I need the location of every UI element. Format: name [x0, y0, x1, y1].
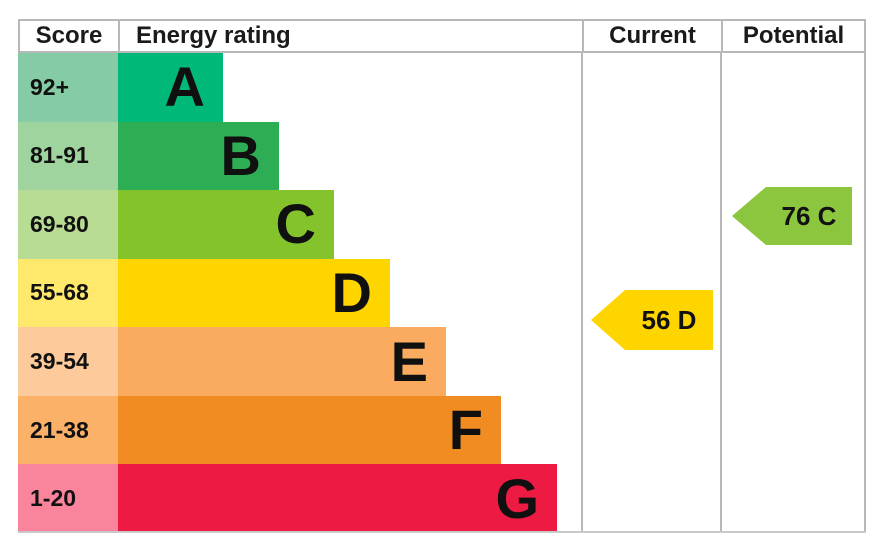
band-bar-f: F: [118, 395, 501, 465]
header-row: Score Energy rating Current Potential: [18, 19, 866, 53]
band-row-b: 81-91 B: [18, 121, 866, 191]
band-row-d: 55-68 D: [18, 258, 866, 328]
potential-rating-label: 76 C: [781, 200, 837, 231]
band-bar-e: E: [118, 327, 446, 396]
score-range-c: 69-80: [18, 190, 118, 259]
current-rating-label: 56 D: [641, 304, 697, 335]
band-rows: 92+ A 81-91 B 69-80 C 55-68 D 39-54 E 21-38 F 1-20 G: [18, 53, 866, 533]
epc-table: Score Energy rating Current Potential 92…: [18, 19, 866, 533]
band-row-a: 92+ A: [18, 53, 866, 122]
band-bar-c: C: [118, 190, 334, 259]
header-energy-rating: Energy rating: [118, 19, 582, 53]
band-bar-a: A: [118, 53, 223, 122]
gridline-right-edge: [864, 53, 866, 533]
gridline-potential-left: [720, 53, 722, 533]
score-range-g: 1-20: [18, 464, 118, 533]
band-bar-d: D: [118, 258, 390, 328]
band-bar-g: G: [118, 464, 557, 533]
band-row-e: 39-54 E: [18, 327, 866, 396]
score-range-b: 81-91: [18, 121, 118, 191]
score-range-f: 21-38: [18, 395, 118, 465]
header-score: Score: [18, 19, 118, 53]
score-range-a: 92+: [18, 53, 118, 122]
band-row-c: 69-80 C: [18, 190, 866, 259]
band-row-g: 1-20 G: [18, 464, 866, 533]
header-current: Current: [582, 19, 721, 53]
chart-body: 92+ A 81-91 B 69-80 C 55-68 D 39-54 E 21-38 F 1-20 G …: [18, 53, 866, 533]
header-potential: Potential: [721, 19, 866, 53]
gridline-bottom-edge: [18, 531, 866, 533]
score-range-d: 55-68: [18, 258, 118, 328]
band-row-f: 21-38 F: [18, 395, 866, 465]
score-range-e: 39-54: [18, 327, 118, 396]
gridline-current-left: [581, 53, 583, 533]
band-bar-b: B: [118, 121, 279, 191]
